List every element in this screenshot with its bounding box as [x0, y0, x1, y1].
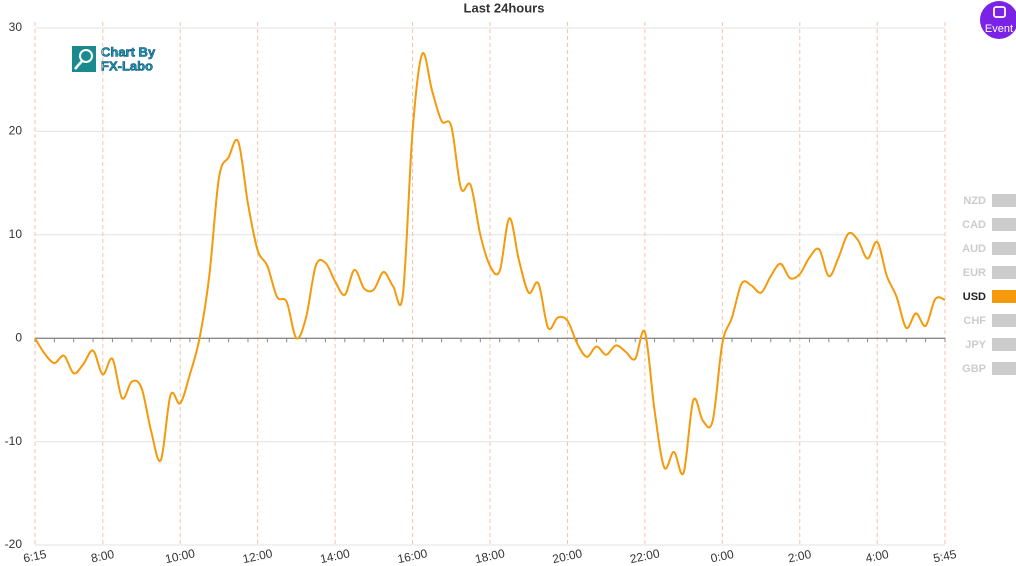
y-tick-label: -10 — [5, 434, 23, 448]
legend-label[interactable]: CAD — [962, 219, 986, 231]
legend-label[interactable]: EUR — [963, 267, 986, 279]
x-tick-label: 0:00 — [709, 547, 735, 566]
legend-label[interactable]: AUD — [962, 243, 986, 255]
legend-item[interactable]: EUR — [963, 266, 1016, 279]
legend-swatch — [992, 314, 1016, 327]
x-tick-label: 2:00 — [787, 547, 813, 566]
x-tick-label: 12:00 — [241, 546, 274, 566]
event-button-bg[interactable] — [980, 1, 1016, 39]
legend-item[interactable]: GBP — [962, 362, 1016, 375]
legend-item[interactable]: NZD — [963, 194, 1016, 207]
legend-item[interactable]: CHF — [963, 314, 1016, 327]
line-series — [34, 51, 946, 476]
x-tick-label: 10:00 — [164, 546, 197, 566]
event-icon — [993, 6, 1006, 18]
x-tick-label: 20:00 — [551, 546, 584, 566]
logo-text: Chart By — [101, 44, 156, 59]
logo-text: FX-Labo — [101, 58, 153, 73]
legend-label[interactable]: JPY — [965, 339, 986, 351]
legend-swatch — [992, 194, 1016, 207]
legend-label[interactable]: CHF — [963, 315, 986, 327]
legend-label[interactable]: GBP — [962, 363, 986, 375]
legend-item[interactable]: JPY — [965, 338, 1016, 351]
legend-label[interactable]: USD — [963, 291, 986, 303]
logo-icon — [79, 49, 93, 63]
plot: -20 -10 0 10 20 30 6:15 8:00 10:00 12:00 14:00 16:0… — [5, 20, 1016, 566]
legend-swatch — [992, 266, 1016, 279]
x-tick-label: 5:45 — [932, 547, 958, 566]
x-tick-label: 16:00 — [396, 546, 429, 566]
chart-title: Last 24hours — [464, 0, 545, 15]
x-tick-label: 22:00 — [629, 546, 662, 566]
legend-swatch — [992, 242, 1016, 255]
legend-swatch — [992, 218, 1016, 231]
legend-swatch — [992, 290, 1016, 303]
y-tick-label: 20 — [9, 124, 23, 138]
legend-item[interactable]: CAD — [962, 218, 1016, 231]
x-tick-label: 8:00 — [90, 547, 116, 566]
legend-item[interactable]: USD — [963, 290, 1016, 303]
legend-swatch — [992, 338, 1016, 351]
x-tick-label: 18:00 — [474, 546, 507, 566]
y-tick-label: 10 — [9, 227, 23, 241]
logo-icon — [74, 60, 83, 70]
y-tick-label: 0 — [15, 330, 22, 344]
x-tick-label: 14:00 — [319, 546, 352, 566]
legend-item[interactable]: AUD — [962, 242, 1016, 255]
y-tick-label: 30 — [9, 20, 23, 34]
legend-swatch — [992, 362, 1016, 375]
event-label[interactable]: Event — [985, 23, 1013, 35]
logo: Chart By FX-Labo — [72, 44, 156, 74]
event-button[interactable]: Event — [980, 1, 1016, 39]
x-tick-label: 4:00 — [864, 547, 890, 566]
y-tick-label: -20 — [5, 537, 23, 551]
legend-label[interactable]: NZD — [963, 195, 986, 207]
x-tick-label: 6:15 — [22, 547, 48, 566]
